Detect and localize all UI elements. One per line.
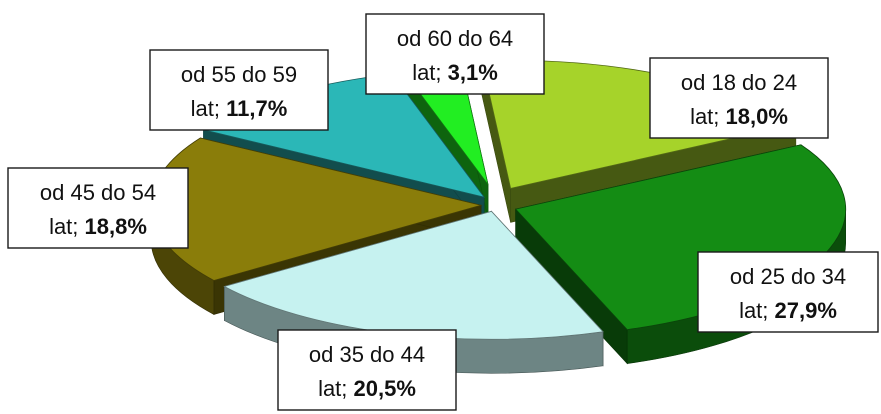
slice-label-range: od 55 do 59 (181, 62, 297, 87)
slice-label-range: od 35 do 44 (309, 342, 425, 367)
slice-label-percent: 3,1% (448, 60, 498, 85)
slice-label-value-line: lat; 3,1% (412, 60, 498, 85)
slice-label-box (365, 13, 545, 95)
slice-label-prefix: lat; (739, 298, 774, 323)
slice-label-percent: 11,7% (226, 96, 287, 121)
slice-label-box (7, 167, 189, 249)
slice-label-box (277, 329, 457, 411)
slice-label-prefix: lat; (318, 376, 353, 401)
slice-label-box (697, 251, 879, 333)
slice-label-1: od 25 do 34 lat; 27,9% (697, 251, 879, 333)
slice-label-percent: 20,5% (354, 376, 416, 401)
slice-label-box (649, 57, 829, 139)
slice-label-value-line: lat; 27,9% (739, 298, 837, 323)
slice-label-prefix: lat; (690, 104, 725, 129)
slice-label-3: od 45 do 54 lat; 18,8% (7, 167, 189, 249)
slice-label-range: od 18 do 24 (681, 70, 797, 95)
pie-labels: od 18 do 24 lat; 18,0% od 25 do 34 lat; 27,… (7, 13, 879, 411)
slice-label-range: od 60 do 64 (397, 26, 513, 51)
slice-label-5: od 60 do 64 lat; 3,1% (365, 13, 545, 95)
slice-label-percent: 27,9% (775, 298, 837, 323)
slice-label-0: od 18 do 24 lat; 18,0% (649, 57, 829, 139)
slice-label-value-line: lat; 20,5% (318, 376, 416, 401)
slice-label-value-line: lat; 18,8% (49, 214, 147, 239)
slice-label-range: od 45 do 54 (40, 180, 156, 205)
slice-label-value-line: lat; 18,0% (690, 104, 788, 129)
slice-label-prefix: lat; (412, 60, 447, 85)
slice-label-percent: 18,0% (726, 104, 788, 129)
slice-label-range: od 25 do 34 (730, 264, 846, 289)
slice-label-4: od 55 do 59 lat; 11,7% (149, 49, 329, 131)
slice-label-prefix: lat; (191, 96, 226, 121)
slice-label-2: od 35 do 44 lat; 20,5% (277, 329, 457, 411)
slice-label-box (149, 49, 329, 131)
slice-label-value-line: lat; 11,7% (191, 96, 288, 121)
slice-label-prefix: lat; (49, 214, 84, 239)
slice-label-percent: 18,8% (85, 214, 147, 239)
